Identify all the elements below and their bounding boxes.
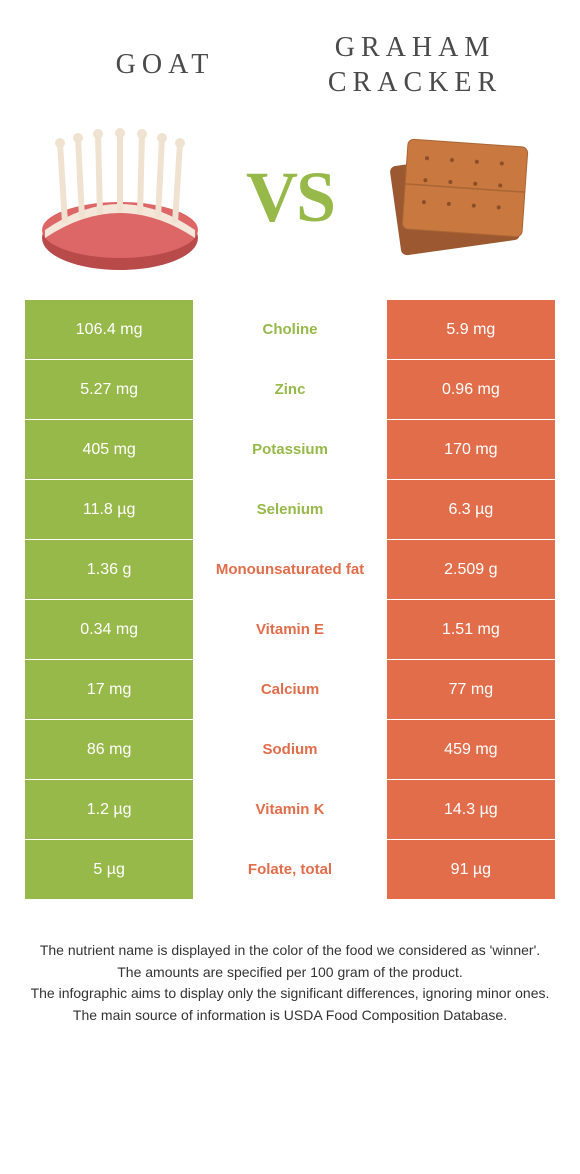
right-food-title: GRAHAM CRACKER bbox=[290, 30, 540, 100]
nutrient-row: 5.27 mgZinc0.96 mg bbox=[25, 360, 555, 420]
right-value: 170 mg bbox=[387, 420, 555, 479]
left-value: 106.4 mg bbox=[25, 300, 193, 359]
left-value: 86 mg bbox=[25, 720, 193, 779]
nutrient-row: 106.4 mgCholine5.9 mg bbox=[25, 300, 555, 360]
nutrient-row: 17 mgCalcium77 mg bbox=[25, 660, 555, 720]
left-value: 1.36 g bbox=[25, 540, 193, 599]
right-value: 459 mg bbox=[387, 720, 555, 779]
right-value: 1.51 mg bbox=[387, 600, 555, 659]
nutrient-row: 1.36 gMonounsaturated fat2.509 g bbox=[25, 540, 555, 600]
footer-notes: The nutrient name is displayed in the co… bbox=[0, 900, 580, 1047]
footer-line2: The amounts are specified per 100 gram o… bbox=[30, 962, 550, 984]
footer-line3: The infographic aims to display only the… bbox=[30, 983, 550, 1005]
nutrient-label: Monounsaturated fat bbox=[193, 540, 386, 599]
goat-image bbox=[30, 118, 210, 278]
nutrient-label: Choline bbox=[193, 300, 386, 359]
nutrient-label: Zinc bbox=[193, 360, 386, 419]
vs-label: VS bbox=[246, 156, 334, 239]
left-value: 5 µg bbox=[25, 840, 193, 899]
nutrient-row: 11.8 µgSelenium6.3 µg bbox=[25, 480, 555, 540]
nutrient-label: Folate, total bbox=[193, 840, 386, 899]
goat-meat-icon bbox=[30, 118, 210, 278]
left-value: 405 mg bbox=[25, 420, 193, 479]
nutrient-row: 86 mgSodium459 mg bbox=[25, 720, 555, 780]
nutrient-label: Potassium bbox=[193, 420, 386, 479]
left-value: 11.8 µg bbox=[25, 480, 193, 539]
right-value: 91 µg bbox=[387, 840, 555, 899]
images-row: VS bbox=[0, 120, 580, 300]
nutrient-row: 405 mgPotassium170 mg bbox=[25, 420, 555, 480]
right-value: 2.509 g bbox=[387, 540, 555, 599]
left-value: 0.34 mg bbox=[25, 600, 193, 659]
right-title-line1: GRAHAM bbox=[335, 32, 495, 63]
right-value: 5.9 mg bbox=[387, 300, 555, 359]
nutrient-row: 5 µgFolate, total91 µg bbox=[25, 840, 555, 900]
left-value: 1.2 µg bbox=[25, 780, 193, 839]
left-food-title: GOAT bbox=[40, 49, 290, 81]
right-value: 6.3 µg bbox=[387, 480, 555, 539]
nutrient-label: Vitamin K bbox=[193, 780, 386, 839]
right-value: 14.3 µg bbox=[387, 780, 555, 839]
nutrient-table: 106.4 mgCholine5.9 mg5.27 mgZinc0.96 mg4… bbox=[0, 300, 580, 900]
nutrient-row: 0.34 mgVitamin E1.51 mg bbox=[25, 600, 555, 660]
right-value: 77 mg bbox=[387, 660, 555, 719]
left-value: 17 mg bbox=[25, 660, 193, 719]
graham-cracker-icon bbox=[370, 118, 550, 278]
nutrient-label: Vitamin E bbox=[193, 600, 386, 659]
nutrient-label: Sodium bbox=[193, 720, 386, 779]
footer-line1: The nutrient name is displayed in the co… bbox=[30, 940, 550, 962]
header-titles: GOAT GRAHAM CRACKER bbox=[0, 0, 580, 120]
footer-line4: The main source of information is USDA F… bbox=[30, 1005, 550, 1027]
nutrient-label: Calcium bbox=[193, 660, 386, 719]
nutrient-label: Selenium bbox=[193, 480, 386, 539]
right-title-line2: CRACKER bbox=[328, 67, 502, 98]
cracker-image bbox=[370, 118, 550, 278]
right-value: 0.96 mg bbox=[387, 360, 555, 419]
nutrient-row: 1.2 µgVitamin K14.3 µg bbox=[25, 780, 555, 840]
left-value: 5.27 mg bbox=[25, 360, 193, 419]
